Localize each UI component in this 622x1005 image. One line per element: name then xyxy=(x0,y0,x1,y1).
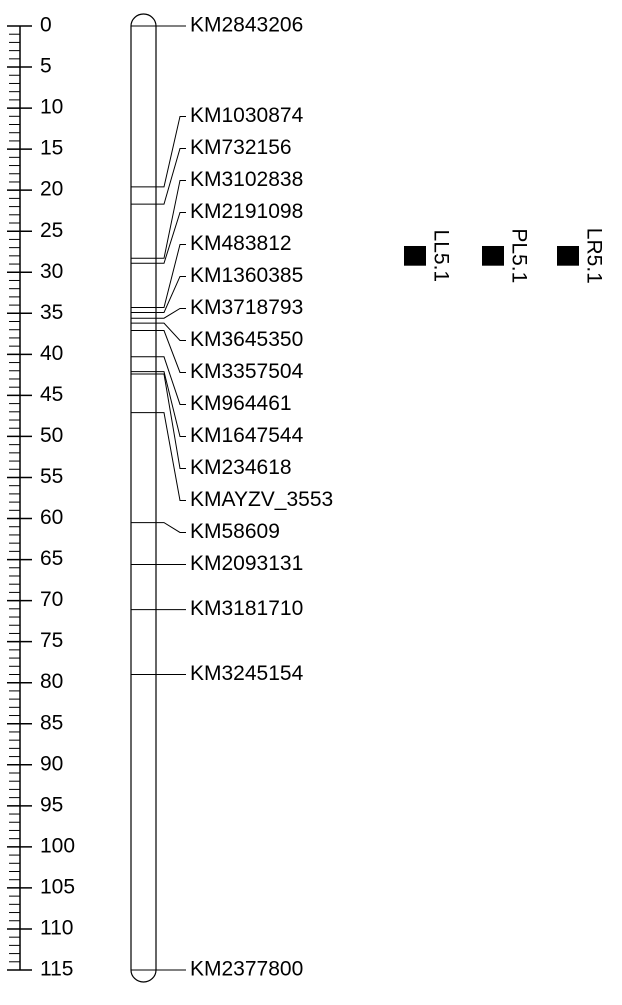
marker-connector xyxy=(156,356,186,405)
y-tick-label: 25 xyxy=(40,219,63,242)
marker-connector xyxy=(156,371,186,437)
y-tick-label: 45 xyxy=(40,383,63,406)
y-tick-label: 115 xyxy=(40,958,73,981)
marker-label: KM1030874 xyxy=(190,104,304,127)
marker-connector xyxy=(156,147,186,205)
marker-label: KM3181710 xyxy=(190,597,303,620)
marker-connector xyxy=(156,330,186,373)
y-tick-label: 75 xyxy=(40,629,63,652)
marker-label: KM1360385 xyxy=(190,264,303,287)
marker-label: KM732156 xyxy=(190,136,292,159)
marker-connector xyxy=(156,211,186,264)
marker-label: KM3357504 xyxy=(190,360,304,383)
qtl-label: PL5.1 xyxy=(507,228,530,283)
marker-label: KM2093131 xyxy=(190,552,303,575)
y-tick-label: 70 xyxy=(40,588,63,611)
qtl-bar xyxy=(404,245,426,266)
qtl-label: LL5.1 xyxy=(429,230,452,283)
qtl-bar xyxy=(482,245,504,266)
marker-label: KM483812 xyxy=(190,232,292,255)
qtl-label: LR5.1 xyxy=(582,228,605,284)
marker-label: KM3102838 xyxy=(190,168,303,191)
marker-connector xyxy=(156,275,186,313)
marker-label: KM2191098 xyxy=(190,200,303,223)
y-tick-label: 95 xyxy=(40,793,63,816)
marker-label: KM58609 xyxy=(190,520,280,543)
marker-connector xyxy=(156,243,186,309)
marker-connector xyxy=(156,115,186,188)
marker-label: KM3645350 xyxy=(190,328,303,351)
y-tick-label: 105 xyxy=(40,875,75,898)
marker-connector xyxy=(156,322,186,341)
y-tick-label: 10 xyxy=(40,96,63,119)
marker-connector xyxy=(156,373,186,469)
y-tick-label: 80 xyxy=(40,670,63,693)
marker-label: KM234618 xyxy=(190,456,292,479)
marker-label: KMAYZV_3553 xyxy=(190,488,333,511)
marker-label: KM3718793 xyxy=(190,296,303,319)
y-tick-label: 55 xyxy=(40,465,63,488)
y-tick-label: 65 xyxy=(40,547,63,570)
chromosome xyxy=(130,13,157,983)
marker-connector xyxy=(156,522,186,533)
y-tick-label: 5 xyxy=(40,55,52,78)
y-tick-label: 15 xyxy=(40,137,63,160)
marker-connector xyxy=(156,179,186,259)
y-tick-label: 90 xyxy=(40,752,63,775)
y-tick-label: 60 xyxy=(40,506,63,529)
y-tick-label: 0 xyxy=(40,14,52,37)
qtl-bar xyxy=(557,245,579,266)
y-tick-label: 30 xyxy=(40,260,63,283)
marker-label: KM1647544 xyxy=(190,424,304,447)
y-tick-label: 35 xyxy=(40,301,63,324)
marker-label: KM3245154 xyxy=(190,662,304,685)
marker-label: KM2377800 xyxy=(190,958,303,981)
y-tick-label: 20 xyxy=(40,178,63,201)
y-tick-label: 110 xyxy=(40,917,73,940)
y-tick-label: 40 xyxy=(40,342,63,365)
y-tick-label: 50 xyxy=(40,424,63,447)
y-tick-label: 100 xyxy=(40,834,75,857)
marker-label: KM2843206 xyxy=(190,14,303,37)
y-tick-label: 85 xyxy=(40,711,63,734)
marker-label: KM964461 xyxy=(190,392,292,415)
marker-connector xyxy=(156,307,186,319)
marker-connector xyxy=(156,412,186,501)
